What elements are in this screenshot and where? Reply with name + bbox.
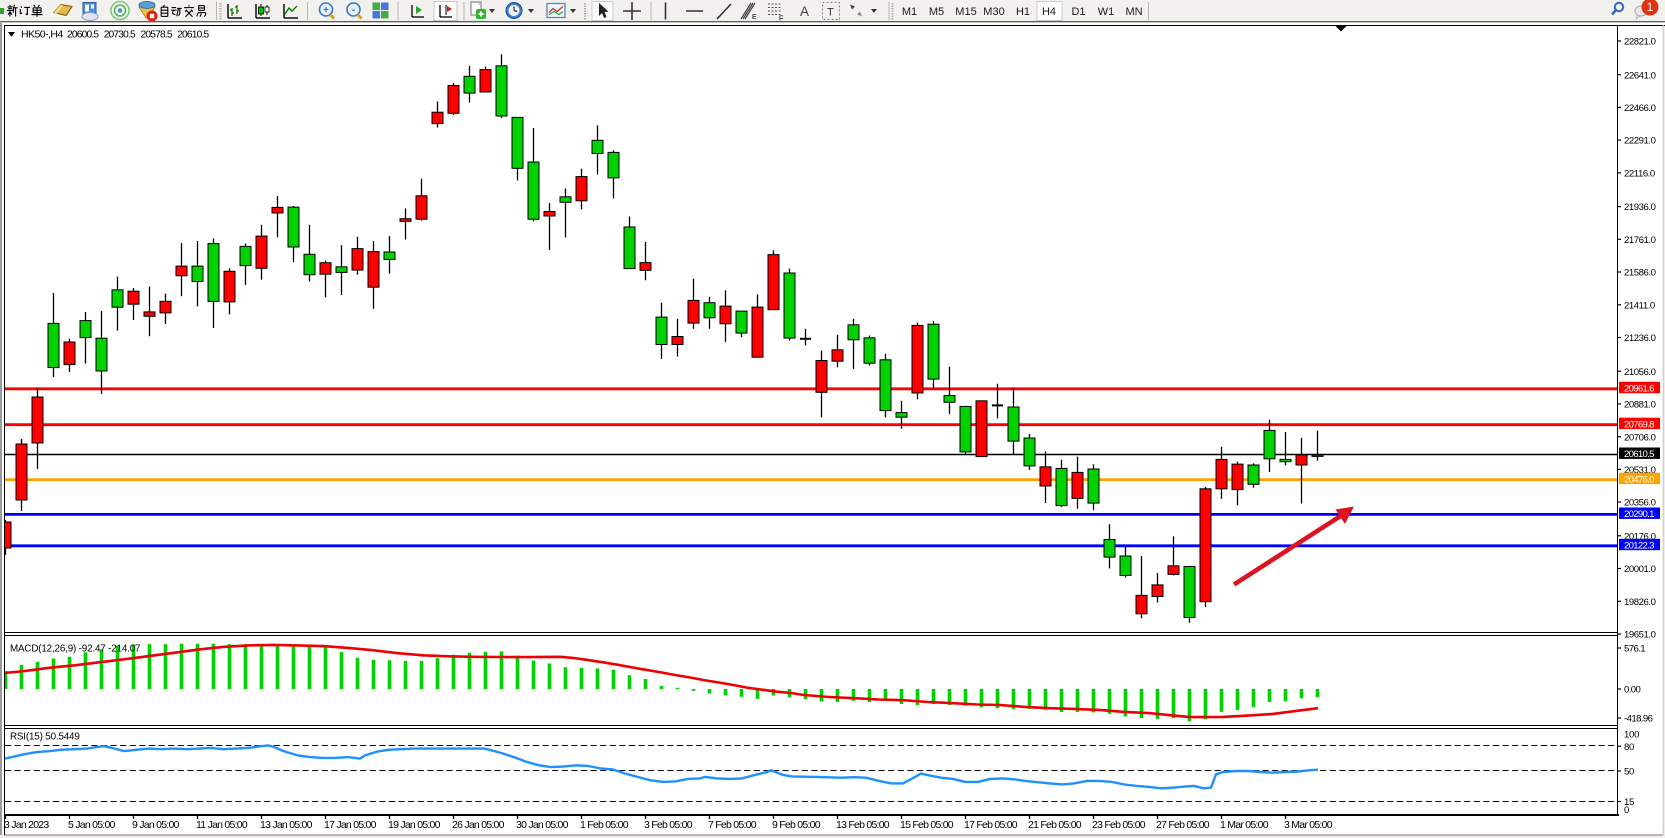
svg-text:9 Feb 05:00: 9 Feb 05:00 — [772, 819, 821, 831]
svg-text:T: T — [827, 7, 834, 19]
svg-text:D1: D1 — [1071, 6, 1085, 18]
svg-text:M5: M5 — [929, 6, 944, 18]
svg-text:21056.0: 21056.0 — [1624, 367, 1656, 378]
svg-text:11 Jan 05:00: 11 Jan 05:00 — [196, 819, 248, 831]
svg-text:9 Jan 05:00: 9 Jan 05:00 — [132, 819, 180, 831]
svg-text:22116.0: 22116.0 — [1624, 169, 1655, 180]
svg-text:20730.5: 20730.5 — [104, 30, 136, 41]
svg-text:50: 50 — [1624, 767, 1634, 778]
svg-text:27 Feb 05:00: 27 Feb 05:00 — [1156, 819, 1210, 831]
svg-text:20531.0: 20531.0 — [1624, 465, 1656, 476]
svg-text:F: F — [779, 16, 783, 23]
svg-text:19826.0: 19826.0 — [1624, 597, 1656, 608]
svg-text:20961.6: 20961.6 — [1624, 383, 1654, 394]
svg-text:1: 1 — [1647, 0, 1654, 14]
svg-text:17 Jan 05:00: 17 Jan 05:00 — [324, 819, 377, 831]
svg-text:20290.1: 20290.1 — [1624, 509, 1654, 520]
svg-text:M30: M30 — [983, 6, 1004, 18]
svg-text:22466.0: 22466.0 — [1624, 103, 1656, 114]
svg-text:21761.0: 21761.0 — [1624, 235, 1656, 246]
svg-text:0.00: 0.00 — [1624, 685, 1641, 696]
svg-text:13 Jan 05:00: 13 Jan 05:00 — [260, 819, 313, 831]
svg-text:W1: W1 — [1098, 6, 1115, 18]
svg-text:7 Feb 05:00: 7 Feb 05:00 — [708, 819, 757, 831]
svg-text:22641.0: 22641.0 — [1624, 70, 1656, 81]
svg-text:80: 80 — [1624, 742, 1634, 753]
svg-text:+: + — [323, 5, 329, 16]
svg-text:15 Feb 05:00: 15 Feb 05:00 — [900, 819, 954, 831]
svg-text:1 Feb 05:00: 1 Feb 05:00 — [580, 819, 629, 831]
svg-text:21411.0: 21411.0 — [1624, 300, 1655, 311]
svg-text:21586.0: 21586.0 — [1624, 268, 1656, 279]
svg-text:20600.5: 20600.5 — [67, 30, 99, 41]
svg-text:17 Feb 05:00: 17 Feb 05:00 — [964, 819, 1018, 831]
svg-text:5 Jan 05:00: 5 Jan 05:00 — [68, 819, 116, 831]
svg-text:20610.5: 20610.5 — [1624, 449, 1654, 460]
svg-text:E: E — [752, 14, 757, 21]
svg-text:-418.96: -418.96 — [1624, 714, 1653, 725]
svg-text:19 Jan 05:00: 19 Jan 05:00 — [388, 819, 441, 831]
svg-text:3 Mar 05:00: 3 Mar 05:00 — [1284, 819, 1333, 831]
svg-text:21236.0: 21236.0 — [1624, 333, 1656, 344]
svg-text:22291.0: 22291.0 — [1624, 136, 1656, 147]
svg-text:20769.8: 20769.8 — [1624, 419, 1654, 430]
svg-text:21936.0: 21936.0 — [1624, 202, 1656, 213]
svg-text:15: 15 — [1624, 797, 1634, 808]
svg-text:20356.0: 20356.0 — [1624, 498, 1656, 509]
svg-text:19651.0: 19651.0 — [1624, 630, 1656, 641]
svg-text:100: 100 — [1624, 730, 1639, 741]
svg-text:23 Feb 05:00: 23 Feb 05:00 — [1092, 819, 1146, 831]
svg-text:20001.0: 20001.0 — [1624, 564, 1656, 575]
svg-text:H1: H1 — [1016, 6, 1030, 18]
svg-text:20176.0: 20176.0 — [1624, 531, 1656, 542]
svg-text:MN: MN — [1125, 6, 1142, 18]
svg-text:576.1: 576.1 — [1624, 644, 1645, 655]
svg-text:21 Feb 05:00: 21 Feb 05:00 — [1028, 819, 1082, 831]
svg-text:1 Mar 05:00: 1 Mar 05:00 — [1220, 819, 1269, 831]
svg-text:26 Jan 05:00: 26 Jan 05:00 — [452, 819, 505, 831]
svg-text:-: - — [352, 5, 355, 16]
svg-text:M15: M15 — [955, 6, 976, 18]
svg-text:0: 0 — [1624, 805, 1629, 816]
svg-text:M1: M1 — [902, 6, 917, 18]
svg-text:A: A — [800, 4, 809, 19]
svg-text:30 Jan 05:00: 30 Jan 05:00 — [516, 819, 569, 831]
svg-text:20610.5: 20610.5 — [177, 30, 209, 41]
svg-text:3 Jan 2023: 3 Jan 2023 — [4, 819, 49, 831]
svg-text:H4: H4 — [1042, 6, 1056, 18]
svg-text:22821.0: 22821.0 — [1624, 37, 1656, 48]
svg-text:HK50-,H4: HK50-,H4 — [21, 29, 63, 41]
svg-text:3 Feb 05:00: 3 Feb 05:00 — [644, 819, 693, 831]
svg-text:20881.0: 20881.0 — [1624, 400, 1656, 411]
svg-text:20706.0: 20706.0 — [1624, 432, 1656, 443]
svg-text:20122.3: 20122.3 — [1624, 540, 1654, 551]
svg-text:13 Feb 05:00: 13 Feb 05:00 — [836, 819, 890, 831]
svg-text:MACD(12,26,9) -92.47 -214.07: MACD(12,26,9) -92.47 -214.07 — [10, 644, 140, 655]
svg-text:20578.5: 20578.5 — [141, 30, 173, 41]
svg-text:RSI(15) 50.5449: RSI(15) 50.5449 — [10, 732, 80, 743]
svg-text:20476.0: 20476.0 — [1624, 474, 1654, 485]
